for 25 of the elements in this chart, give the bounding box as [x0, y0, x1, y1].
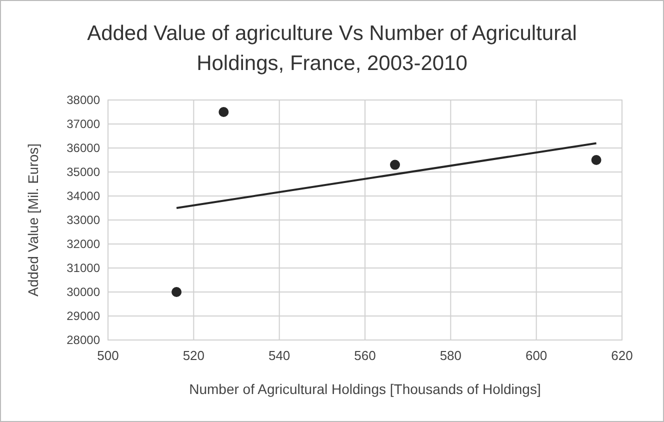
x-tick-label: 600: [525, 348, 548, 363]
y-tick-label: 34000: [66, 189, 100, 203]
y-tick-label: 38000: [66, 93, 100, 107]
point: [218, 107, 229, 117]
y-axis-title: Added Value [Mil. Euros]: [25, 143, 41, 297]
point: [591, 155, 602, 165]
y-tick-label: 31000: [66, 261, 100, 275]
point: [172, 287, 182, 297]
point: [390, 160, 400, 170]
x-tick-label: 580: [440, 348, 462, 363]
y-tick-label: 29000: [66, 309, 100, 323]
y-tick-label: 30000: [66, 285, 100, 299]
x-tick-label: 620: [611, 348, 633, 363]
y-tick-label: 28000: [66, 333, 100, 347]
y-tick-label: 32000: [66, 237, 100, 251]
x-tick-label: 560: [354, 348, 376, 363]
x-tick-label: 540: [268, 348, 290, 363]
y-tick-label: 37000: [66, 117, 100, 131]
x-axis-title: Number of Agricultural Holdings [Thousands of Holdings]: [189, 381, 541, 397]
y-tick-label: 35000: [66, 165, 100, 179]
y-tick-label: 36000: [66, 141, 100, 155]
x-tick-label: 500: [97, 348, 119, 363]
chart-title: Added Value of agriculture Vs Number of Agricultural Holdings, France, 2003-2010: [87, 22, 577, 75]
x-tick-label: 520: [182, 348, 205, 363]
y-tick-label: 33000: [66, 213, 100, 227]
